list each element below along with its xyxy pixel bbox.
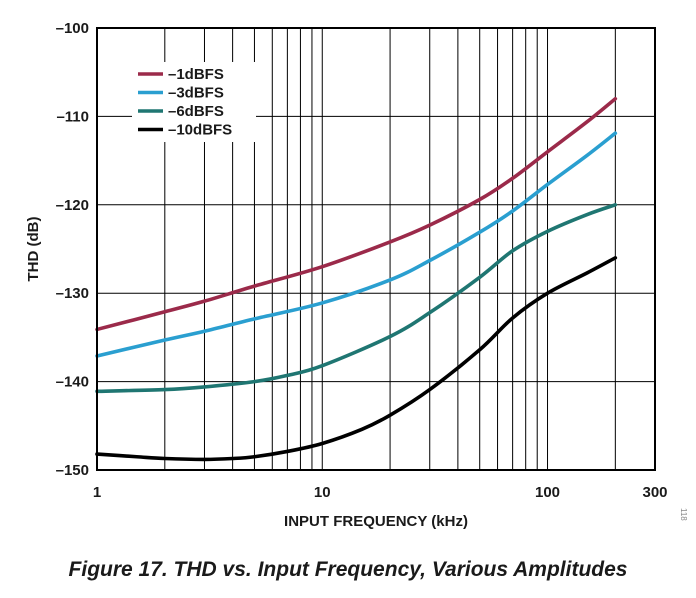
x-tick-labels: 1 10 100 300	[93, 484, 668, 501]
y-tick-label: –120	[56, 197, 89, 214]
x-tick-label: 100	[535, 484, 560, 501]
y-tick-label: –110	[56, 108, 89, 125]
legend-label: –10dBFS	[168, 122, 232, 139]
thd-chart: –100 –110 –120 –130 –140 –150 1 10 100 300 INPUT…	[25, 20, 668, 530]
y-tick-label: –100	[56, 20, 89, 37]
legend: –1dBFS –3dBFS–6dBFS –10dBFS	[132, 62, 256, 142]
series-line-3	[95, 203, 618, 394]
figure-caption: Figure 17. THD vs. Input Frequency, Vari…	[68, 558, 628, 581]
series-line-2	[95, 131, 618, 358]
y-tick-labels: –100 –110 –120 –130 –140 –150	[56, 20, 89, 479]
y-tick-label: –130	[56, 285, 89, 302]
grid	[97, 27, 656, 471]
plot-frame	[96, 27, 656, 471]
series-line-4	[95, 256, 618, 462]
y-tick-label: –140	[56, 374, 89, 391]
legend-label: –6dBFS	[168, 103, 224, 120]
y-tick-label: –150	[56, 462, 89, 479]
x-tick-label: 300	[642, 484, 667, 501]
legend-label: –1dBFS	[168, 66, 224, 83]
series-line-1	[95, 96, 618, 332]
x-tick-label: 10	[314, 484, 331, 501]
y-axis-label: THD (dB)	[25, 217, 42, 282]
x-tick-label: 1	[93, 484, 101, 501]
x-axis-label: INPUT FREQUENCY (kHz)	[284, 513, 468, 530]
series-layer	[95, 96, 618, 462]
figure-id: 118	[679, 508, 688, 521]
legend-label: –3dBFS	[168, 85, 224, 102]
